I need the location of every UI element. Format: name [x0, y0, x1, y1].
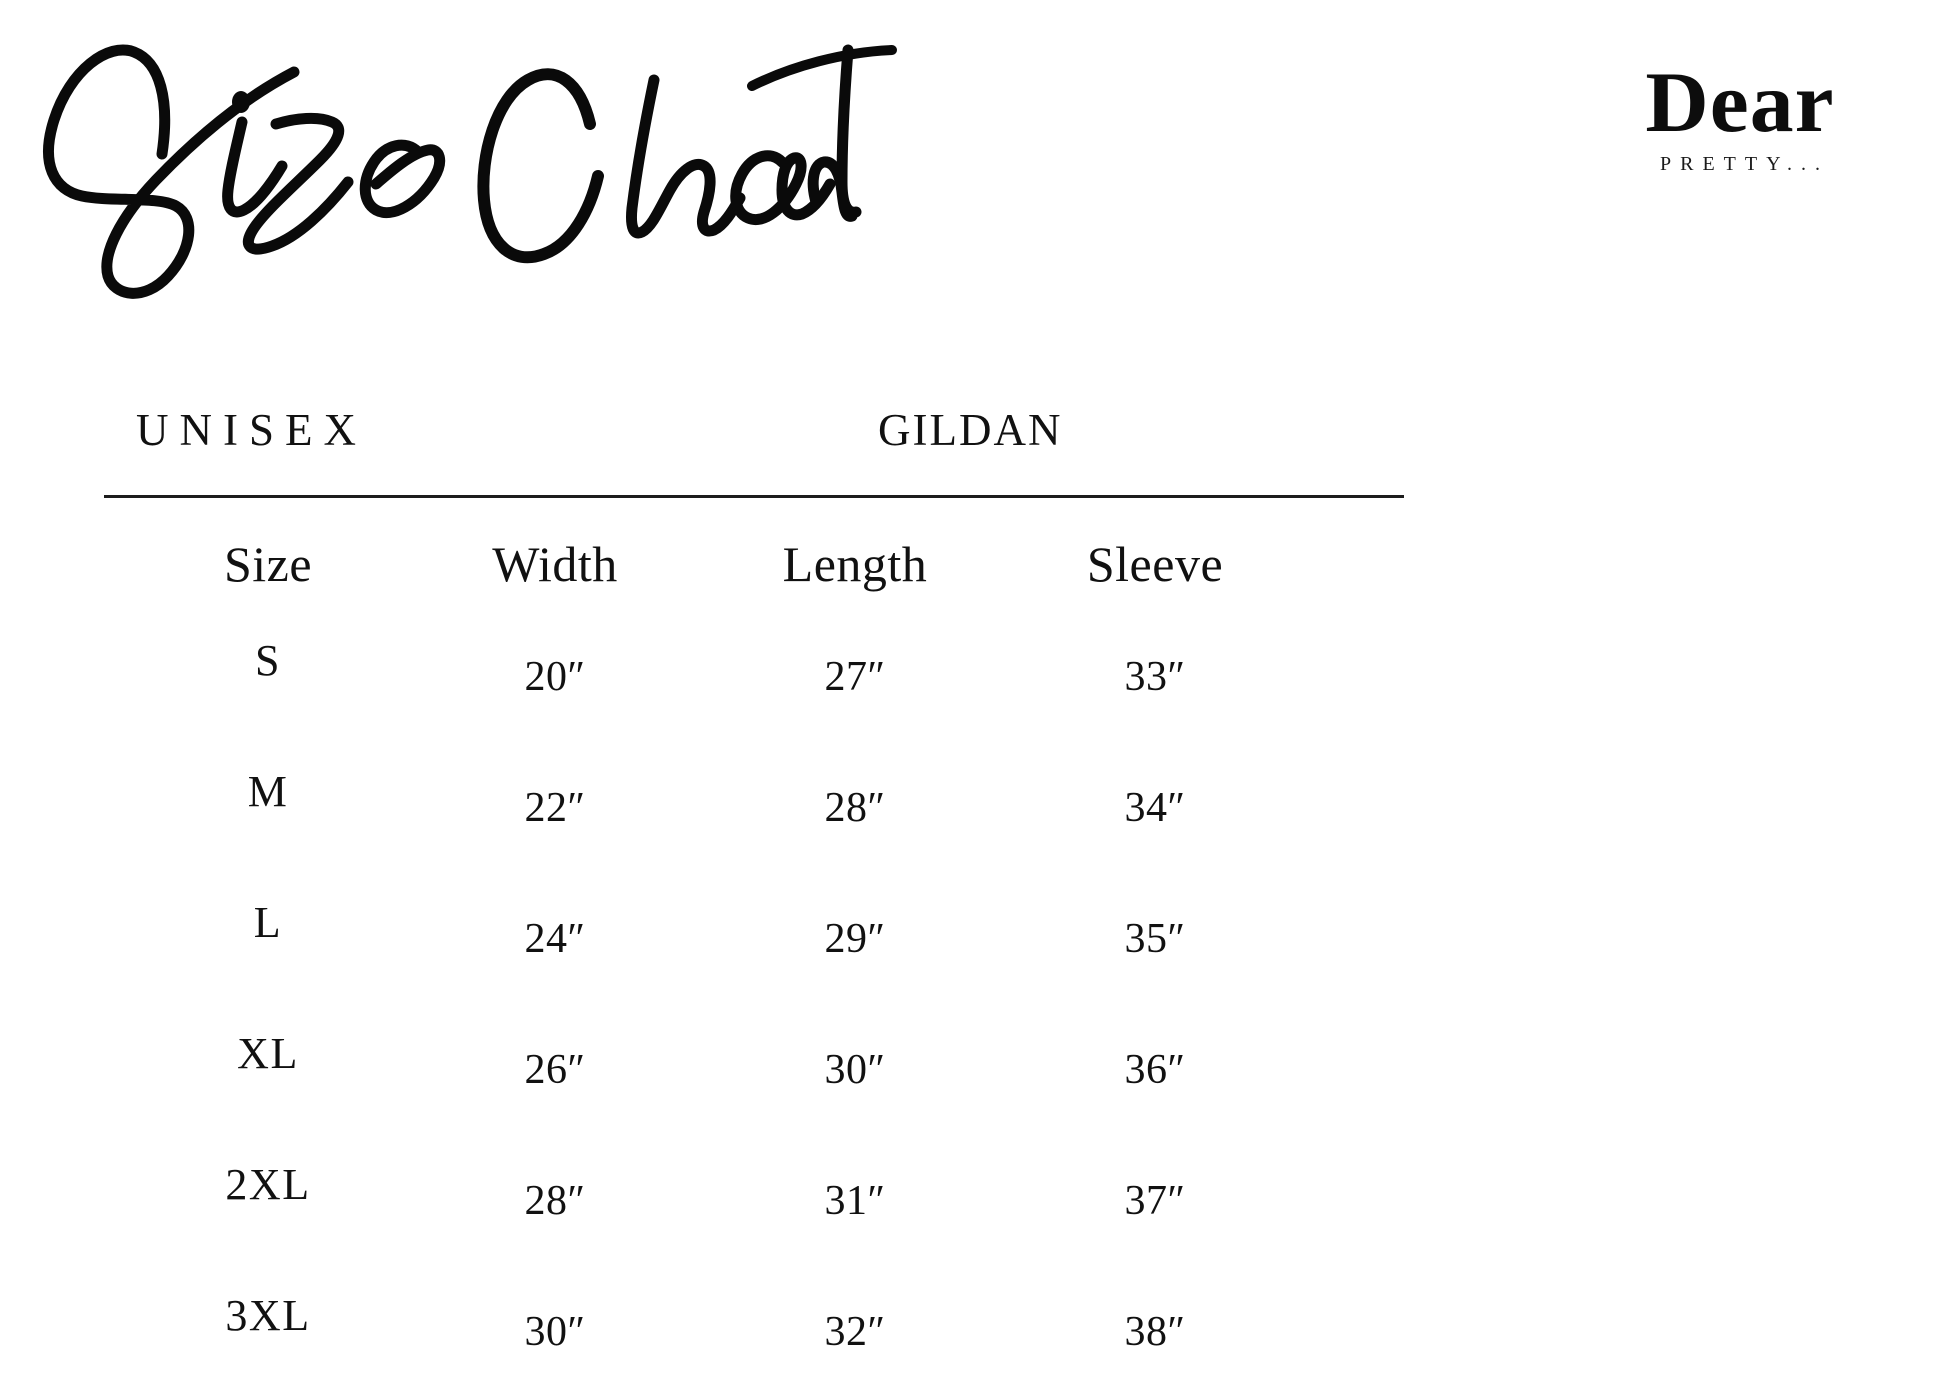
brand-name: Dear: [1645, 54, 1835, 150]
column-header-size: Size: [223, 536, 313, 592]
cell-length: 28″: [824, 785, 886, 831]
cell-length: 31″: [824, 1178, 886, 1224]
cell-sleeve: 37″: [1124, 1178, 1186, 1224]
cell-sleeve: 38″: [1124, 1309, 1186, 1355]
cell-width: 26″: [524, 1047, 586, 1093]
header-divider: [104, 495, 1404, 498]
cell-size: 2XL: [225, 1160, 311, 1209]
cell-sleeve: 36″: [1124, 1047, 1186, 1093]
cell-width: 20″: [524, 654, 586, 700]
cell-size: M: [247, 767, 289, 816]
cell-sleeve: 33″: [1124, 654, 1186, 700]
brand-logo: Dear PRETTY...: [1590, 54, 1890, 176]
page-title: Size Chart: [10, 4, 930, 304]
table-row: XL 26″ 30″ 36″: [100, 1028, 1420, 1159]
section-label-gildan: GILDAN: [878, 405, 1063, 455]
table-header-row: Size Width Length Sleeve: [100, 525, 1420, 635]
cell-size: XL: [237, 1029, 299, 1078]
table-row: M 22″ 28″ 34″: [100, 766, 1420, 897]
cell-length: 27″: [824, 654, 886, 700]
cell-width: 22″: [524, 785, 586, 831]
cell-width: 28″: [524, 1178, 586, 1224]
table-row: L 24″ 29″ 35″: [100, 897, 1420, 1028]
cell-width: 30″: [524, 1309, 586, 1355]
cell-length: 32″: [824, 1309, 886, 1355]
cell-length: 30″: [824, 1047, 886, 1093]
brand-tagline: PRETTY...: [1660, 152, 1829, 175]
cell-length: 29″: [824, 916, 886, 962]
cell-size: S: [255, 636, 281, 685]
cell-width: 24″: [524, 916, 586, 962]
table-row: 2XL 28″ 31″ 37″: [100, 1159, 1420, 1290]
section-labels: UNISEX GILDAN: [100, 404, 1400, 470]
column-header-sleeve: Sleeve: [1086, 536, 1224, 592]
size-table: Size Width Length Sleeve S 20″ 27″ 33″ M…: [100, 525, 1420, 1390]
cell-sleeve: 34″: [1124, 785, 1186, 831]
column-header-width: Width: [492, 536, 618, 592]
cell-size: 3XL: [225, 1291, 311, 1340]
section-label-unisex: UNISEX: [136, 405, 367, 455]
table-row: S 20″ 27″ 33″: [100, 635, 1420, 766]
column-header-length: Length: [782, 536, 928, 592]
page-title-script-art: [43, 44, 897, 299]
cell-sleeve: 35″: [1124, 916, 1186, 962]
table-row: 3XL 30″ 32″ 38″: [100, 1290, 1420, 1390]
cell-size: L: [253, 898, 283, 947]
